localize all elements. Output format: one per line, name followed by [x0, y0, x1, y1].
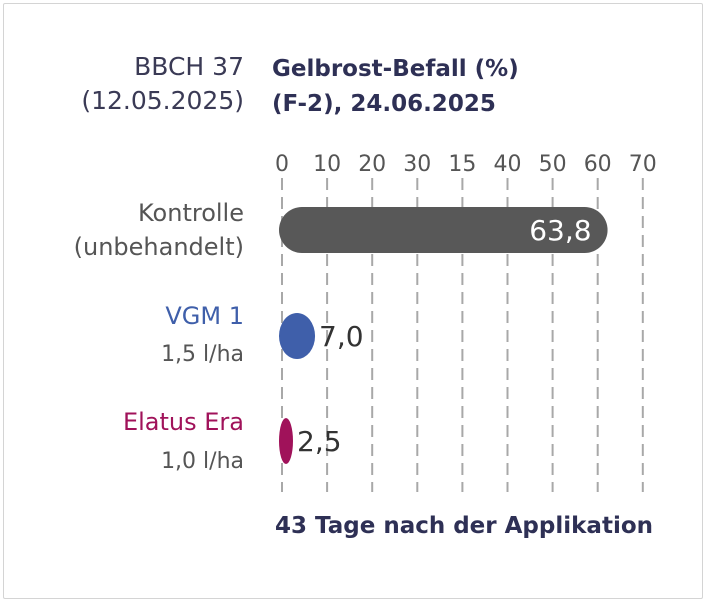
bar-value-label: 2,5 — [297, 425, 342, 458]
bar-value-label: 63,8 — [529, 214, 591, 247]
row-sublabel-elatus-era: 1,0 l/ha — [161, 449, 244, 474]
x-tick-label: 50 — [539, 152, 567, 177]
bar-value-label: 7,0 — [319, 320, 364, 353]
row-sublabel-vgm1: 1,5 l/ha — [161, 342, 244, 367]
x-tick-label: 30 — [403, 152, 431, 177]
row-label-vgm1: VGM 1 — [165, 302, 244, 330]
chart-subtitle: (F-2), 24.06.2025 — [272, 91, 496, 117]
x-tick-label: 60 — [584, 152, 612, 177]
bbch-stage: BBCH 37 — [134, 52, 244, 81]
x-tick-label: 0 — [275, 152, 289, 177]
x-axis-label: 43 Tage nach der Applikation — [274, 513, 654, 539]
bar — [279, 418, 293, 464]
x-tick-label: 15 — [448, 152, 476, 177]
bbch-date: (12.05.2025) — [81, 86, 244, 115]
bar — [279, 207, 608, 253]
x-tick-label: 70 — [629, 152, 657, 177]
x-tick-label: 20 — [358, 152, 386, 177]
chart-title: Gelbrost-Befall (%) — [272, 56, 519, 82]
row-label-elatus-era: Elatus Era — [122, 408, 244, 436]
row-sublabel-kontrolle: (unbehandelt) — [73, 233, 244, 261]
x-tick-label: 40 — [494, 152, 522, 177]
x-tick-label: 10 — [313, 152, 341, 177]
chart-frame — [3, 3, 703, 599]
row-label-kontrolle: Kontrolle — [138, 199, 244, 227]
bar — [279, 313, 316, 359]
